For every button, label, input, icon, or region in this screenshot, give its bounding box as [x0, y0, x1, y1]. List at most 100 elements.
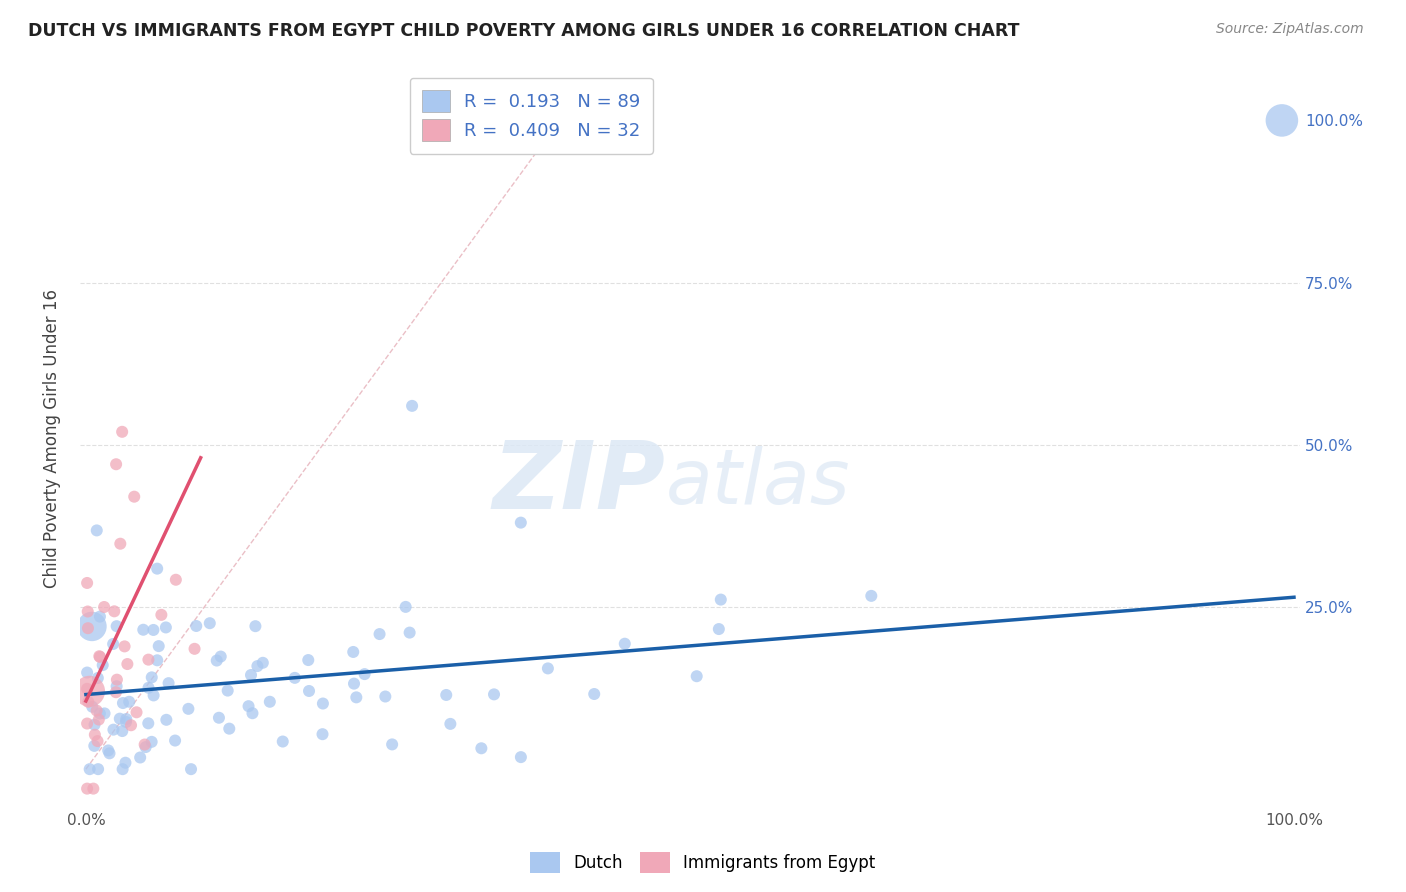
Point: [434, 688, 457, 702]
Point: [180, 762, 202, 776]
Point: [83, 739, 105, 753]
Point: [142, 623, 165, 637]
Point: [157, 676, 180, 690]
Point: [155, 713, 177, 727]
Point: [146, 653, 169, 667]
Point: [141, 670, 163, 684]
Point: [135, 740, 157, 755]
Point: [82, 699, 104, 714]
Point: [217, 683, 239, 698]
Point: [93, 706, 115, 721]
Point: [89, 650, 111, 665]
Point: [470, 741, 492, 756]
Point: [686, 669, 709, 683]
Point: [76, 605, 98, 619]
Point: [111, 724, 134, 739]
Point: [613, 637, 636, 651]
Point: [311, 727, 333, 741]
Point: [89, 706, 111, 721]
Point: [238, 699, 260, 714]
Point: [134, 738, 156, 752]
Point: [583, 687, 606, 701]
Point: [245, 619, 267, 633]
Point: [246, 659, 269, 673]
Point: [353, 667, 375, 681]
Point: [205, 654, 228, 668]
Point: [284, 671, 307, 685]
Point: [86, 524, 108, 538]
Point: [79, 762, 101, 776]
Point: [439, 717, 461, 731]
Point: [707, 622, 730, 636]
Point: [242, 706, 264, 721]
Point: [122, 490, 145, 504]
Point: [89, 609, 111, 624]
Text: DUTCH VS IMMIGRANTS FROM EGYPT CHILD POVERTY AMONG GIRLS UNDER 16 CORRELATION CH: DUTCH VS IMMIGRANTS FROM EGYPT CHILD POV…: [28, 22, 1019, 40]
Point: [86, 704, 108, 718]
Point: [136, 716, 159, 731]
Point: [97, 743, 120, 757]
Point: [91, 658, 114, 673]
Point: [142, 689, 165, 703]
Y-axis label: Child Poverty Among Girls Under 16: Child Poverty Among Girls Under 16: [44, 289, 60, 588]
Point: [177, 702, 200, 716]
Point: [76, 781, 98, 796]
Point: [138, 653, 160, 667]
Point: [111, 696, 134, 710]
Point: [401, 399, 423, 413]
Legend: R =  0.193   N = 89, R =  0.409   N = 32: R = 0.193 N = 89, R = 0.409 N = 32: [409, 78, 652, 154]
Point: [298, 684, 321, 698]
Point: [259, 695, 281, 709]
Point: [374, 690, 396, 704]
Point: [509, 750, 531, 764]
Point: [271, 734, 294, 748]
Point: [186, 619, 208, 633]
Text: Source: ZipAtlas.com: Source: ZipAtlas.com: [1216, 22, 1364, 37]
Point: [115, 714, 138, 729]
Point: [89, 649, 111, 664]
Point: [76, 665, 98, 680]
Point: [208, 711, 231, 725]
Point: [83, 717, 105, 731]
Point: [509, 516, 531, 530]
Point: [77, 695, 100, 709]
Point: [118, 695, 141, 709]
Point: [98, 747, 121, 761]
Point: [344, 690, 367, 705]
Point: [398, 625, 420, 640]
Point: [537, 661, 560, 675]
Point: [103, 604, 125, 618]
Point: [80, 619, 103, 633]
Point: [79, 684, 101, 698]
Point: [108, 712, 131, 726]
Point: [114, 640, 136, 654]
Point: [183, 641, 205, 656]
Point: [76, 576, 98, 591]
Point: [125, 706, 148, 720]
Point: [87, 671, 110, 685]
Point: [111, 762, 134, 776]
Point: [209, 649, 232, 664]
Point: [120, 718, 142, 732]
Point: [138, 681, 160, 695]
Point: [93, 599, 115, 614]
Point: [111, 425, 134, 439]
Point: [240, 668, 263, 682]
Point: [103, 723, 125, 737]
Point: [165, 573, 187, 587]
Point: [87, 713, 110, 727]
Point: [150, 607, 173, 622]
Point: [82, 781, 104, 796]
Point: [132, 623, 155, 637]
Point: [105, 673, 128, 687]
Point: [148, 639, 170, 653]
Point: [76, 681, 98, 696]
Point: [105, 679, 128, 693]
Legend: Dutch, Immigrants from Egypt: Dutch, Immigrants from Egypt: [524, 846, 882, 880]
Point: [342, 645, 364, 659]
Point: [114, 756, 136, 770]
Point: [86, 734, 108, 748]
Point: [110, 537, 132, 551]
Point: [368, 627, 391, 641]
Text: atlas: atlas: [665, 446, 851, 520]
